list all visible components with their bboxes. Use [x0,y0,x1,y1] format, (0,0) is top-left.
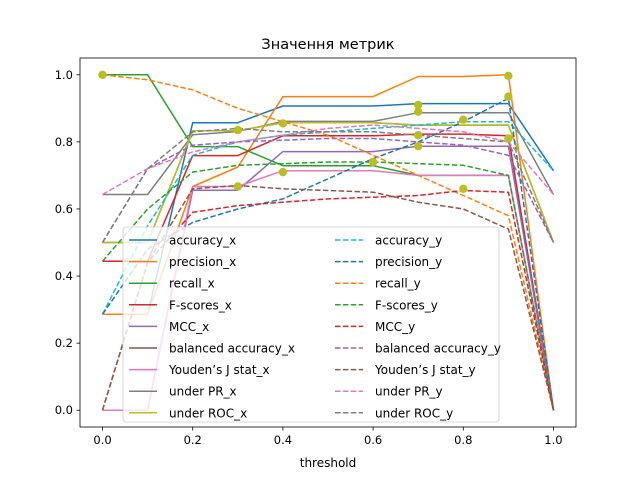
legend-label-9: accuracy_y [375,234,442,248]
legend-label-3: F-scores_x [169,298,232,312]
marker-point-8 [414,131,423,140]
legend-label-6: Youden’s J stat_x [168,363,270,377]
marker-point-3 [278,119,288,128]
marker-point-0 [98,70,107,80]
y-tick-label-2: 0.4 [55,269,73,283]
series-line-15 [101,184,555,411]
marker-point-2 [233,182,242,191]
legend-label-15: Youden’s J stat_y [374,363,476,377]
y-tick-label-5: 1.0 [55,68,73,82]
marker-point-11 [459,184,468,193]
x-tick-label-1: 0.2 [184,433,202,447]
legend-label-1: precision_x [169,255,236,269]
marker-point-10 [459,115,468,124]
marker-point-6 [414,100,423,110]
x-tick-label-4: 0.8 [454,433,472,447]
legend-label-2: recall_x [169,277,215,291]
marker-point-4 [278,167,288,177]
series-line-17 [101,127,555,243]
legend-label-13: MCC_y [375,320,415,334]
legend: accuracy_x precision_x recall_x F-scores_x M… [122,226,501,423]
legend-label-14: balanced accuracy_y [375,342,501,356]
y-tick-label-0: 0.0 [55,403,73,417]
marker-point-9 [414,142,423,151]
legend-label-4: MCC_x [169,320,209,334]
legend-label-5: balanced accuracy_x [169,342,295,356]
x-tick-label-5: 1.0 [544,433,562,447]
series-line-16 [102,124,555,196]
y-tick-label-4: 0.8 [55,135,73,149]
legend-label-16: under PR_y [375,385,443,399]
legend-box [122,226,500,423]
series-line-11 [102,74,555,411]
legend-label-12: F-scores_y [375,298,438,312]
marker-layer [98,70,513,193]
marker-point-5 [368,157,378,167]
legend-label-10: precision_y [375,255,442,269]
series-line-12 [101,161,555,411]
marker-point-12 [504,71,513,81]
x-tick-label-0: 0.0 [93,433,111,447]
legend-label-11: recall_y [375,277,421,291]
marker-point-7 [414,107,423,116]
chart-title: Значення метрик [261,37,394,53]
legend-label-7: under PR_x [169,385,237,399]
series-line-7 [102,111,555,196]
y-tick-label-3: 0.6 [55,202,73,216]
marker-point-1 [233,125,242,135]
x-axis-label: threshold [300,456,357,470]
series-line-14 [101,137,555,243]
marker-point-13 [504,92,513,101]
y-tick-label-1: 0.2 [55,336,73,350]
marker-point-14 [504,134,513,143]
legend-label-8: under ROC_x [169,406,247,420]
axes-layer: 0.0 0.2 0.4 0.6 0.8 1.0 0.0 0.2 0.4 0.6 0.8 1.0 [55,57,577,447]
legend-label-17: under ROC_y [375,406,453,420]
plot-frame [79,57,577,428]
x-tick-label-3: 0.6 [364,433,382,447]
legend-label-0: accuracy_x [169,234,236,248]
series-line-8 [102,121,555,244]
x-tick-label-2: 0.4 [274,433,292,447]
series-line-0 [102,102,555,316]
